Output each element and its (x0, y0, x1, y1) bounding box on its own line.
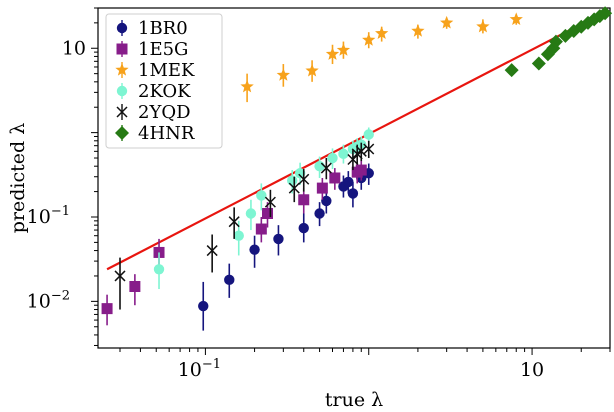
data-point (101, 303, 113, 315)
data-point (153, 264, 165, 275)
data-point (531, 56, 546, 71)
series-1E5G (101, 160, 367, 326)
x-stroke (116, 106, 128, 118)
data-point (598, 6, 613, 21)
x-stroke (228, 216, 240, 228)
data-point (233, 230, 244, 241)
series-2KOK (153, 127, 374, 290)
y-tick-label: 10−2 (27, 288, 70, 312)
legend-label: 1E5G (138, 39, 188, 60)
data-point (320, 162, 332, 174)
data-point (327, 152, 338, 164)
reference-line-segment (106, 10, 606, 271)
legend-marker (115, 126, 129, 140)
x-tick-label: 10 (520, 359, 544, 381)
data-point (224, 274, 235, 286)
data-point (249, 244, 260, 255)
series-4HNR (504, 6, 613, 78)
data-point (375, 26, 389, 40)
data-point (558, 28, 573, 43)
legend-label: 1BR0 (138, 18, 188, 39)
legend-marker (116, 22, 128, 34)
legend-marker (115, 63, 129, 76)
data-point (288, 182, 300, 194)
data-point (587, 12, 602, 27)
y-axis-label: predicted λ (7, 123, 29, 234)
data-point (240, 79, 254, 93)
x-stroke (264, 196, 276, 208)
x-stroke (363, 143, 375, 155)
y-tick-label: 10−1 (27, 204, 70, 228)
legend-label: 4HNR (138, 123, 195, 144)
data-point (206, 245, 218, 257)
legend-box (105, 13, 223, 149)
data-point (273, 233, 284, 245)
data-point (362, 33, 376, 46)
data-point (325, 47, 340, 60)
legend-marker (116, 106, 128, 118)
data-point (276, 68, 290, 81)
x-stroke (288, 182, 300, 194)
x-stroke (114, 270, 126, 282)
series-1MEK (240, 12, 523, 103)
series-1BR0 (198, 163, 374, 331)
data-point (256, 190, 267, 201)
legend-label: 2YQD (138, 102, 191, 123)
x-stroke (206, 245, 218, 257)
axis-ticks: 10−1 10 10−2 10−1 10 (27, 7, 611, 381)
data-point (228, 216, 240, 228)
data-point (298, 194, 310, 206)
data-point (198, 300, 209, 312)
data-point (363, 129, 374, 140)
data-point (129, 281, 141, 293)
data-point (316, 182, 328, 194)
data-point (343, 176, 354, 188)
legend-label: 2KOK (138, 81, 191, 102)
x-stroke (298, 173, 310, 185)
x-tick-label: 10−1 (178, 357, 221, 381)
data-point (338, 148, 349, 160)
data-point (355, 145, 367, 157)
data-point (336, 43, 351, 56)
data-point (114, 270, 126, 282)
data-point (245, 208, 257, 219)
data-point (298, 222, 309, 234)
data-point (294, 168, 306, 179)
data-point (347, 188, 359, 199)
data-point (255, 223, 267, 235)
reference-line (106, 10, 606, 271)
legend-marker (116, 85, 128, 97)
plot-frame (97, 7, 611, 349)
y-tick-label: 10 (62, 37, 86, 59)
data-point (314, 208, 325, 219)
data-point (509, 12, 523, 26)
data-point (548, 34, 563, 49)
data-point (305, 63, 319, 77)
data-point (287, 175, 298, 186)
data-point (314, 160, 325, 172)
legend-label: 1MEK (138, 60, 195, 81)
data-point (440, 15, 454, 29)
legend-marker (116, 43, 128, 55)
data-point (298, 173, 310, 185)
data-point (321, 195, 332, 207)
x-axis-label: true λ (325, 389, 383, 411)
x-stroke (355, 145, 367, 157)
data-point (476, 19, 490, 33)
series-layer (101, 6, 613, 331)
data-point (355, 164, 367, 176)
data-point (411, 24, 425, 37)
data-point (504, 63, 519, 78)
x-stroke (320, 162, 332, 174)
data-point (262, 207, 274, 219)
data-point (363, 143, 375, 155)
data-point (264, 196, 276, 208)
data-point (329, 172, 341, 184)
series-2YQD (114, 140, 375, 310)
